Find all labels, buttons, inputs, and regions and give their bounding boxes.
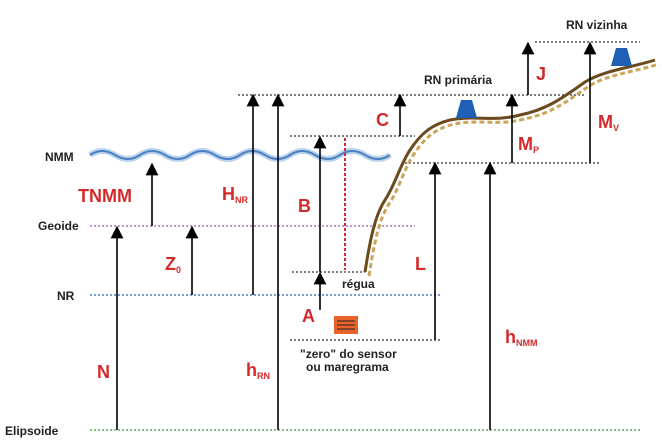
subscript: P: [533, 145, 539, 155]
level-label: Elipsoide: [5, 424, 59, 438]
quantity-label: J: [536, 64, 546, 84]
quantity-label: hNMM: [505, 327, 538, 348]
quantity-label: HNR: [222, 184, 248, 205]
subscript: RN: [257, 371, 270, 381]
rn-vizinha-marker: [611, 48, 632, 66]
symbol: B: [298, 196, 311, 216]
quantity-label: MV: [598, 112, 619, 133]
note: "zero" do sensor: [300, 347, 397, 361]
symbol: J: [536, 64, 546, 84]
quantity-label: Z0: [165, 254, 181, 275]
symbol: L: [415, 254, 426, 274]
rn-primaria-marker: [456, 100, 477, 118]
terrain: [365, 60, 655, 272]
quantity-label: C: [376, 110, 389, 130]
marker-label: RN primária: [424, 73, 492, 87]
quantity-label: B: [298, 196, 311, 216]
note: ou maregrama: [306, 360, 389, 374]
subscript: NMM: [516, 338, 538, 348]
quantity-label: TNMM: [78, 186, 132, 206]
quantity-label: N: [97, 362, 110, 382]
level-label: Geoide: [38, 219, 79, 233]
symbol: h: [505, 327, 516, 347]
sensor-icon: [334, 316, 358, 334]
symbol: Z: [165, 254, 176, 274]
level-label: NR: [57, 289, 75, 303]
quantity-label: L: [415, 254, 426, 274]
subscript: NR: [235, 195, 248, 205]
symbol: M: [518, 134, 533, 154]
level-label: NMM: [45, 150, 74, 164]
symbol: TNMM: [78, 186, 132, 206]
symbol: A: [302, 306, 315, 326]
symbol: h: [246, 360, 257, 380]
terrain-edge: [369, 64, 659, 276]
symbol: M: [598, 112, 613, 132]
symbol: C: [376, 110, 389, 130]
quantity-label: hRN: [246, 360, 270, 381]
subscript: 0: [176, 265, 181, 275]
note: régua: [342, 277, 375, 291]
marker-label: RN vizinha: [566, 18, 628, 32]
symbol: N: [97, 362, 110, 382]
subscript: V: [613, 123, 619, 133]
diagram: NMM Geoide NR Elipsoide RN primária RN v…: [0, 0, 662, 445]
symbol: H: [222, 184, 235, 204]
quantity-label: MP: [518, 134, 539, 155]
quantity-label: A: [302, 306, 315, 326]
